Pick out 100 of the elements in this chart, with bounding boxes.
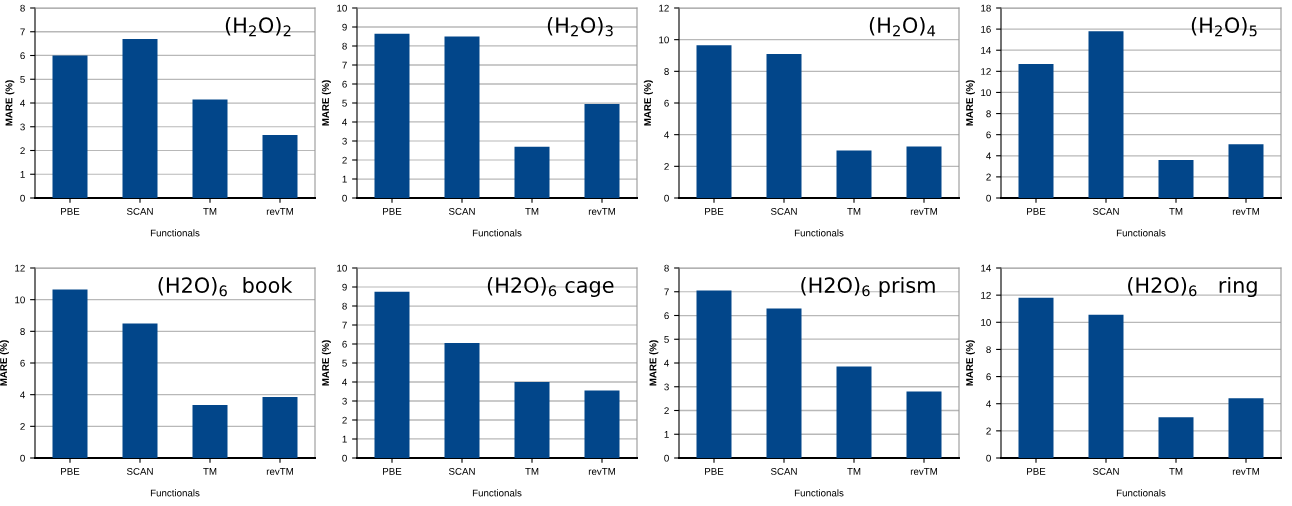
x-tick-label: PBE — [61, 468, 80, 475]
y-tick-label: 2 — [664, 407, 669, 415]
bar — [122, 38, 158, 198]
chart-title: (H2O)$_{6}$ book — [158, 276, 293, 297]
x-tick-label: revTM — [588, 468, 615, 475]
bar — [584, 103, 620, 198]
y-tick-label: 14 — [981, 264, 991, 272]
y-tick-label: 0 — [20, 194, 25, 202]
bar — [836, 150, 872, 198]
y-tick-label: 0 — [986, 194, 991, 202]
y-axis-title: MARE (%) — [321, 340, 331, 386]
y-tick-label: 2 — [342, 416, 347, 424]
bar — [696, 290, 732, 458]
y-tick-label: 8 — [342, 302, 347, 310]
x-tick-label: PBE — [1027, 468, 1046, 475]
y-tick-label: 7 — [664, 288, 669, 296]
x-tick-label: revTM — [266, 468, 293, 475]
x-tick-label: TM — [525, 468, 539, 475]
y-tick-label: 4 — [986, 400, 991, 408]
bar — [1158, 160, 1194, 198]
y-tick-label: 2 — [986, 173, 991, 181]
x-tick-label: PBE — [705, 468, 724, 475]
bar — [374, 33, 410, 198]
x-tick-label: PBE — [383, 208, 402, 215]
y-tick-label: 0 — [342, 454, 347, 462]
x-tick-label: revTM — [1232, 208, 1259, 215]
bar — [906, 391, 942, 458]
chart-title: (H2O)$_{6}$ cage — [487, 276, 614, 298]
chart-title: (H$_{2}$O)$_{4}$ — [869, 16, 936, 37]
y-tick-label: 1 — [20, 171, 25, 178]
y-tick-label: 6 — [664, 312, 669, 320]
y-tick-label: 9 — [342, 23, 347, 31]
x-tick-label: TM — [203, 208, 217, 215]
y-tick-label: 2 — [664, 163, 669, 170]
y-tick-label: 4 — [664, 359, 669, 367]
bar — [52, 55, 88, 198]
y-tick-label: 0 — [664, 194, 669, 202]
bar — [262, 397, 298, 458]
y-tick-label: 0 — [342, 194, 347, 202]
chart-title: (H2O)$_{6}$ ring — [1128, 276, 1257, 298]
bar — [444, 343, 480, 458]
y-tick-label: 12 — [659, 4, 669, 12]
y-tick-label: 16 — [981, 25, 991, 33]
x-axis-title: Functionals — [150, 489, 200, 497]
x-axis-title: Functionals — [150, 229, 200, 237]
x-tick-label: SCAN — [1092, 467, 1119, 475]
y-tick-label: 0 — [20, 454, 25, 462]
y-tick-label: 10 — [981, 319, 991, 326]
y-tick-label: 4 — [20, 391, 25, 399]
y-tick-label: 2 — [20, 423, 25, 430]
bar — [584, 390, 620, 458]
x-tick-label: SCAN — [126, 467, 153, 475]
y-tick-label: 4 — [664, 131, 669, 139]
x-tick-label: SCAN — [1092, 207, 1119, 215]
y-tick-label: 5 — [342, 359, 347, 367]
y-tick-label: 4 — [20, 99, 25, 107]
bar — [52, 289, 88, 458]
x-tick-label: TM — [1169, 208, 1183, 215]
y-tick-label: 1 — [342, 175, 347, 183]
bar — [1018, 63, 1054, 198]
y-tick-label: 3 — [664, 383, 669, 391]
y-axis-title: MARE (%) — [0, 340, 9, 386]
x-axis-title: Functionals — [472, 229, 522, 237]
chart-title: (H2O)$_{6}$ prism — [801, 276, 935, 298]
bar — [1088, 314, 1124, 458]
y-tick-label: 4 — [986, 152, 991, 160]
x-axis-title: Functionals — [794, 229, 844, 237]
y-axis-title: MARE (%) — [643, 80, 653, 126]
bar — [1158, 417, 1194, 458]
y-tick-label: 0 — [986, 454, 991, 462]
y-tick-label: 10 — [337, 264, 347, 272]
y-tick-label: 2 — [342, 156, 347, 164]
bar — [192, 404, 228, 458]
x-tick-label: PBE — [1027, 208, 1046, 215]
bar — [1018, 297, 1054, 458]
y-axis-title: MARE (%) — [5, 80, 15, 126]
x-tick-label: revTM — [910, 208, 937, 215]
bar — [696, 45, 732, 198]
y-tick-label: 5 — [664, 336, 669, 343]
y-tick-label: 0 — [664, 454, 669, 462]
y-tick-label: 3 — [342, 137, 347, 145]
y-tick-label: 9 — [342, 283, 347, 291]
bar — [514, 382, 550, 458]
y-tick-label: 10 — [15, 296, 25, 304]
bar — [444, 36, 480, 198]
bar — [1088, 31, 1124, 198]
bar — [192, 99, 228, 198]
y-tick-label: 10 — [981, 89, 991, 97]
bar — [836, 366, 872, 458]
y-tick-label: 6 — [20, 52, 25, 60]
bar — [766, 53, 802, 198]
y-tick-label: 2 — [986, 427, 991, 435]
x-tick-label: TM — [847, 468, 861, 475]
x-tick-label: SCAN — [770, 467, 797, 475]
y-tick-label: 7 — [342, 321, 347, 329]
x-axis-title: Functionals — [1116, 229, 1166, 237]
y-tick-label: 1 — [664, 431, 669, 438]
x-tick-label: SCAN — [770, 207, 797, 215]
y-tick-label: 10 — [659, 36, 669, 44]
bar — [374, 291, 410, 458]
